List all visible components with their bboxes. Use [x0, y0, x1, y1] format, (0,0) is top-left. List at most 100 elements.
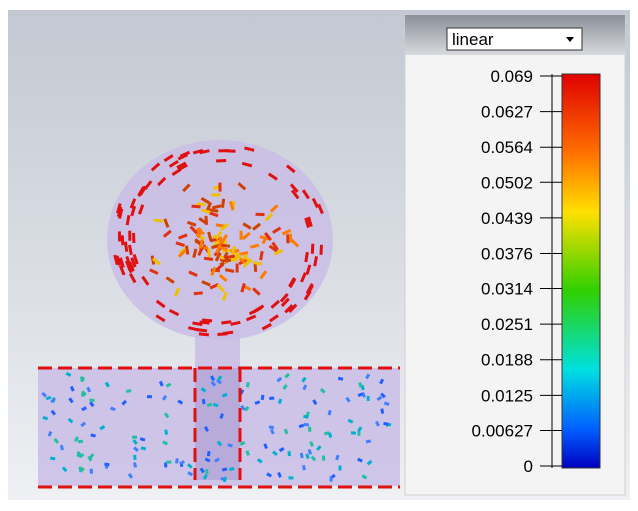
arrow — [222, 260, 231, 261]
arrow — [78, 452, 79, 457]
arrow — [226, 256, 235, 257]
arrow — [203, 399, 204, 404]
arrow — [186, 246, 187, 255]
scale-dropdown[interactable]: linear — [447, 28, 582, 50]
arrow — [383, 424, 388, 425]
arrow — [82, 408, 87, 410]
arrow — [46, 397, 51, 399]
tick-label: 0.0376 — [481, 244, 533, 263]
arrow — [223, 199, 224, 208]
arrow — [271, 429, 273, 434]
arrow — [338, 378, 343, 379]
tick-label: 0.00627 — [472, 422, 533, 441]
arrow — [380, 379, 382, 383]
arrow — [78, 441, 83, 442]
arrow — [207, 469, 208, 474]
arrow — [154, 220, 163, 221]
arrow — [196, 204, 205, 205]
arrow — [208, 451, 209, 456]
arrow — [75, 437, 77, 441]
arrow — [205, 459, 210, 461]
arrow — [163, 396, 165, 400]
arrow — [382, 409, 383, 414]
tick-label: 0.0564 — [481, 138, 533, 157]
color-bar — [562, 74, 600, 468]
arrow — [188, 473, 192, 475]
arrow — [202, 320, 212, 321]
arrow — [290, 234, 291, 243]
arrow — [315, 256, 317, 266]
arrow — [303, 416, 308, 417]
arrow — [209, 210, 218, 212]
arrow — [211, 376, 213, 380]
arrow — [222, 469, 227, 470]
arrow — [111, 408, 116, 410]
arrow — [348, 420, 353, 422]
arrow — [207, 404, 212, 406]
page: {"legend": {"scale": "linear", "ticks": … — [0, 0, 638, 506]
arrow — [91, 435, 96, 436]
arrow — [337, 455, 339, 460]
tick-label: 0.0251 — [481, 315, 533, 334]
arrow — [61, 445, 62, 450]
arrow — [362, 385, 363, 390]
arrow — [125, 242, 126, 252]
arrow — [66, 373, 70, 375]
arrow — [140, 439, 145, 440]
arrow — [213, 404, 218, 405]
arrow — [358, 394, 363, 396]
arrow — [130, 245, 132, 255]
arrow — [307, 454, 309, 459]
arrow — [228, 445, 233, 446]
arrow — [104, 464, 109, 465]
tick-label: 0.0188 — [481, 351, 533, 370]
arrow — [309, 450, 311, 455]
arrow — [166, 430, 167, 435]
arrow — [122, 235, 123, 245]
arrow — [303, 465, 304, 470]
arrow — [279, 473, 281, 478]
arrow — [197, 330, 207, 331]
arrow — [88, 387, 90, 392]
arrow — [255, 402, 260, 404]
arrow — [239, 253, 248, 255]
arrow — [223, 332, 233, 333]
arrow — [321, 245, 322, 255]
tick-label: 0 — [524, 457, 533, 476]
arrow — [253, 262, 262, 264]
arrow — [49, 432, 51, 437]
arrow — [221, 322, 231, 323]
arrow — [229, 468, 234, 469]
arrow — [134, 463, 135, 468]
arrow — [166, 384, 170, 386]
arrow — [247, 451, 248, 456]
arrow — [306, 252, 308, 262]
arrow — [323, 456, 324, 461]
arrow — [221, 245, 230, 246]
arrow — [180, 461, 184, 463]
arrow — [304, 385, 306, 390]
arrow — [329, 410, 330, 415]
arrow — [366, 441, 371, 442]
tick-label: 0.0439 — [481, 209, 533, 228]
viewport: linear 0.0690.06270.05640.05020.04390.03… — [0, 0, 638, 506]
arrow — [384, 403, 389, 405]
arrow — [126, 391, 131, 392]
arrow — [376, 421, 378, 425]
arrow — [262, 395, 263, 400]
arrow — [358, 459, 363, 461]
arrow — [200, 322, 210, 323]
dropdown-value[interactable]: linear — [452, 30, 494, 49]
arrow — [360, 382, 361, 387]
arrow — [301, 453, 302, 458]
arrow — [204, 475, 206, 479]
arrow — [83, 392, 84, 397]
arrow — [265, 444, 267, 449]
arrow — [200, 240, 202, 249]
arrow — [71, 387, 73, 392]
arrow — [200, 151, 210, 153]
arrow — [199, 334, 209, 335]
arrow — [79, 455, 83, 457]
arrow — [299, 425, 304, 426]
arrow — [177, 458, 178, 463]
